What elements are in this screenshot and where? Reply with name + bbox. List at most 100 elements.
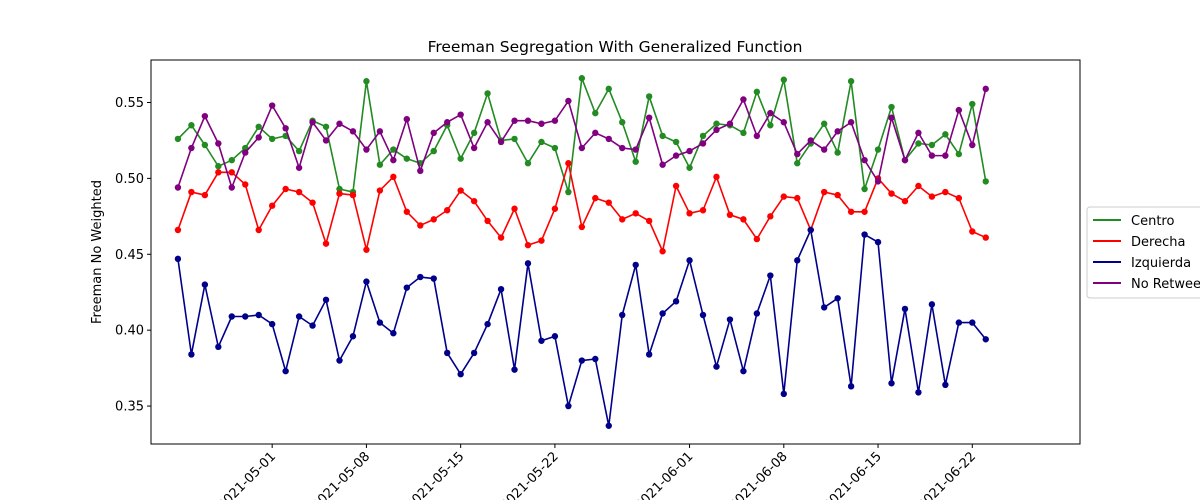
data-point-izquierda	[619, 311, 626, 319]
data-point-derecha	[255, 226, 262, 234]
data-point-derecha	[740, 216, 747, 223]
data-point-no-retweet	[632, 146, 639, 153]
data-point-no-retweet	[470, 144, 478, 152]
data-point-centro	[847, 78, 855, 85]
data-point-no-retweet	[901, 156, 909, 164]
legend-label-centro: Centro	[1131, 214, 1174, 229]
data-point-no-retweet	[645, 114, 653, 121]
data-point-derecha	[457, 187, 464, 194]
data-point-izquierda	[874, 238, 882, 246]
data-point-centro	[295, 147, 303, 155]
data-point-izquierda	[457, 370, 464, 378]
data-point-no-retweet	[174, 184, 182, 191]
chart-title: Freeman Segregation With Generalized Fun…	[428, 38, 803, 56]
data-point-no-retweet	[242, 149, 249, 156]
data-point-no-retweet	[565, 97, 572, 105]
data-point-no-retweet	[820, 146, 828, 153]
data-point-izquierda	[565, 402, 572, 410]
data-point-centro	[888, 103, 895, 111]
data-point-izquierda	[497, 285, 505, 293]
data-point-izquierda	[794, 257, 801, 264]
data-point-no-retweet	[969, 141, 976, 149]
series-centro	[174, 75, 989, 196]
data-point-no-retweet	[605, 135, 612, 143]
data-point-centro	[874, 146, 882, 153]
data-point-no-retweet	[713, 126, 720, 134]
data-point-izquierda	[982, 336, 989, 343]
legend-label-derecha: Derecha	[1131, 235, 1185, 250]
legend-label-izquierda: Izquierda	[1131, 256, 1191, 271]
legend-label-no-retweet: No Retweet	[1131, 277, 1200, 292]
data-point-izquierda	[834, 295, 841, 302]
data-point-derecha	[444, 207, 451, 214]
x-tick-label: 2021-05-22	[498, 449, 562, 500]
data-point-izquierda	[470, 349, 478, 357]
data-point-derecha	[713, 173, 720, 181]
data-point-izquierda	[322, 296, 330, 304]
data-point-centro	[915, 140, 922, 147]
data-point-derecha	[295, 188, 303, 196]
data-point-no-retweet	[551, 117, 559, 124]
data-point-izquierda	[740, 367, 747, 375]
data-point-centro	[619, 119, 626, 126]
data-point-izquierda	[390, 330, 397, 337]
data-point-centro	[780, 76, 787, 83]
data-point-derecha	[349, 191, 357, 199]
data-point-no-retweet	[942, 152, 949, 159]
data-point-derecha	[834, 191, 841, 199]
data-point-izquierda	[444, 349, 451, 357]
data-point-derecha	[430, 216, 437, 223]
data-point-derecha	[592, 194, 599, 202]
data-point-izquierda	[672, 298, 680, 305]
data-point-izquierda	[713, 363, 720, 370]
data-point-derecha	[417, 222, 424, 229]
data-point-no-retweet	[847, 119, 855, 126]
data-point-centro	[336, 185, 343, 193]
data-point-no-retweet	[268, 102, 276, 109]
plot-area	[174, 75, 989, 429]
data-point-izquierda	[524, 260, 532, 267]
data-point-izquierda	[807, 226, 814, 234]
data-point-izquierda	[699, 311, 707, 319]
data-point-derecha	[215, 169, 222, 176]
data-point-derecha	[699, 207, 707, 214]
data-point-centro	[228, 156, 235, 164]
data-point-centro	[578, 75, 586, 82]
data-point-derecha	[753, 235, 761, 243]
data-point-izquierda	[847, 383, 855, 390]
y-tick-label: 0.50	[115, 172, 144, 187]
data-point-centro	[969, 100, 976, 108]
x-axis: 2021-05-01 2021-05-08 2021-05-15 2021-05-22…	[215, 444, 979, 500]
data-point-no-retweet	[928, 152, 936, 159]
data-point-no-retweet	[874, 178, 882, 185]
data-point-izquierda	[955, 319, 963, 326]
data-point-centro	[430, 147, 437, 155]
data-point-derecha	[282, 185, 289, 193]
data-point-derecha	[268, 202, 276, 209]
data-point-centro	[834, 149, 841, 156]
data-point-izquierda	[632, 261, 639, 269]
data-point-centro	[713, 120, 720, 127]
data-point-izquierda	[268, 320, 276, 328]
data-point-no-retweet	[767, 109, 774, 117]
data-point-centro	[484, 90, 491, 97]
data-point-izquierda	[578, 357, 586, 364]
data-point-izquierda	[403, 284, 411, 291]
data-point-derecha	[470, 197, 478, 205]
data-point-izquierda	[174, 255, 182, 263]
data-point-centro	[686, 164, 693, 171]
data-point-centro	[592, 109, 599, 117]
data-point-izquierda	[228, 313, 235, 320]
data-point-no-retweet	[295, 164, 303, 171]
series-derecha	[174, 160, 989, 255]
data-point-izquierda	[309, 322, 316, 329]
data-point-no-retweet	[780, 119, 787, 126]
data-point-no-retweet	[915, 129, 922, 137]
data-point-izquierda	[215, 343, 222, 351]
data-point-derecha	[847, 208, 855, 215]
data-point-no-retweet	[444, 119, 451, 126]
data-point-derecha	[794, 194, 801, 202]
data-point-centro	[632, 158, 639, 165]
data-point-derecha	[672, 182, 680, 190]
